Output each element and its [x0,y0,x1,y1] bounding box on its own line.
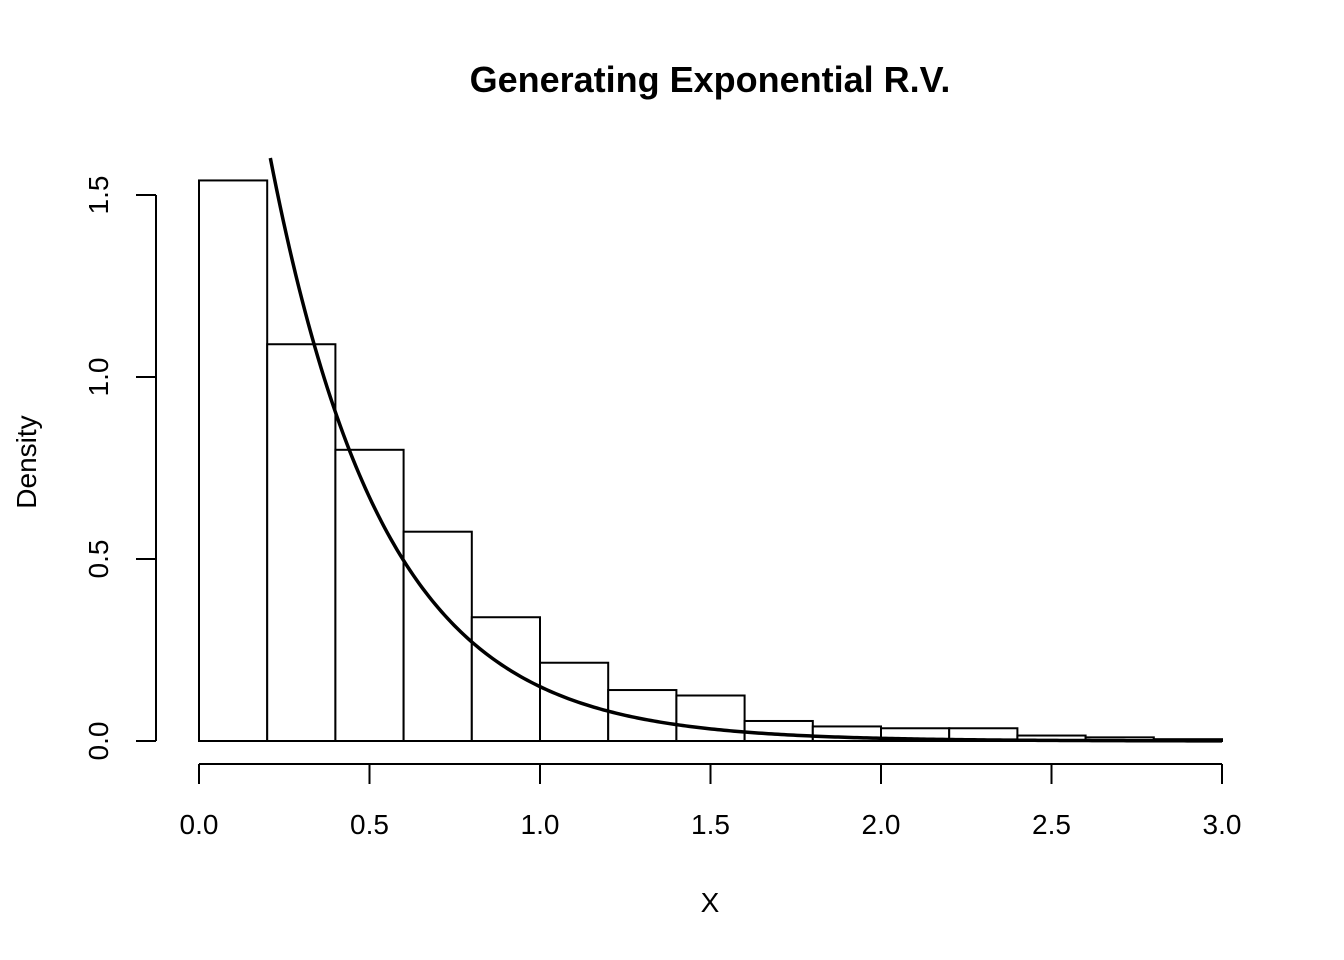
x-tick-label: 2.5 [1032,809,1071,840]
y-tick-label: 0.0 [83,722,114,761]
y-tick-label: 1.5 [83,176,114,215]
x-tick-label: 1.0 [521,809,560,840]
histogram-bar [743,719,814,742]
x-tick-label: 2.0 [862,809,901,840]
histogram-bar [402,530,473,743]
x-tick-label: 0.5 [350,809,389,840]
histogram-bars [198,179,1224,743]
density-curve [268,157,1223,743]
histogram-bar [675,694,746,742]
x-tick-label: 0.0 [180,809,219,840]
y-tick-label: 0.5 [83,540,114,579]
x-axis: 0.0 0.5 1.0 1.5 2.0 2.5 3.0 [180,763,1242,840]
chart-title: Generating Exponential R.V. [470,59,951,100]
x-axis-label: X [701,887,720,918]
y-tick-label: 1.0 [83,358,114,397]
y-axis-label: Density [11,415,42,508]
histogram-bar [198,179,269,742]
x-tick-label: 3.0 [1203,809,1242,840]
histogram-bar [470,616,541,742]
histogram-bar [266,343,337,742]
y-axis: 0.0 0.5 1.0 1.5 [83,176,157,761]
x-tick-label: 1.5 [691,809,730,840]
